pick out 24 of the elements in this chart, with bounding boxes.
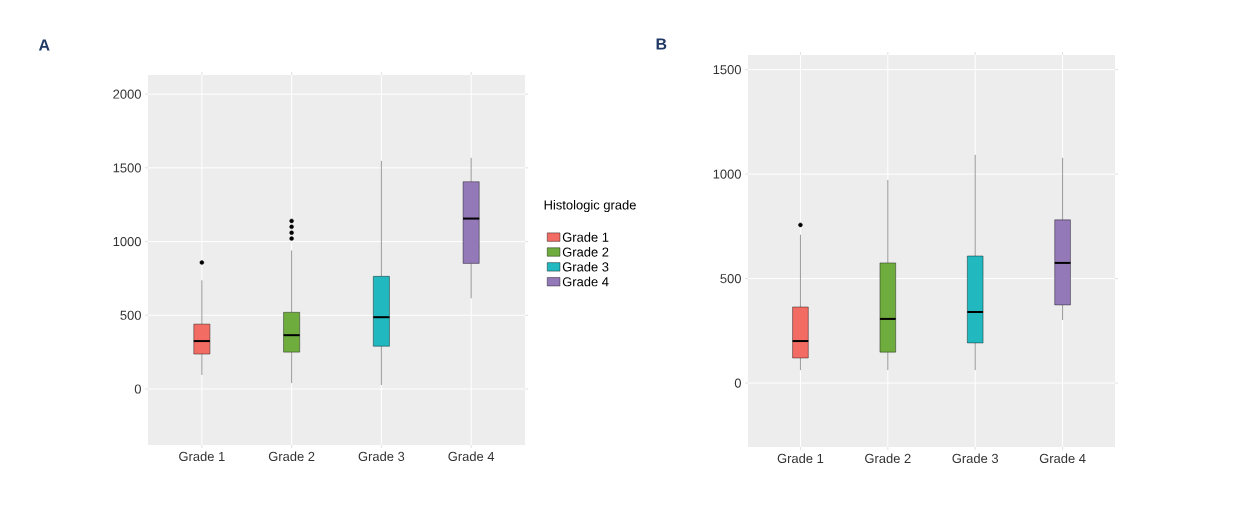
x-tick-label: Grade 2 (268, 451, 315, 462)
y-tick-label: 1000 (113, 236, 141, 247)
y-tick-label: 500 (720, 273, 741, 284)
y-tick-label: 2000 (113, 89, 141, 99)
legend-label: Grade 2 (562, 247, 609, 257)
x-tick-label: Grade 4 (448, 451, 495, 462)
x-tick-label: Grade 1 (777, 453, 824, 464)
y-tick-label: 1000 (713, 169, 741, 179)
y-tick-label: 500 (120, 310, 141, 320)
x-tick-label: Grade 4 (1039, 453, 1086, 464)
x-tick-label: Grade 2 (865, 453, 911, 464)
x-tick-label: Grade 3 (952, 453, 999, 464)
legend-label: Grade 4 (562, 276, 609, 287)
legend-title: Histologic grade (544, 200, 636, 213)
y-tick-label: 1500 (113, 163, 141, 173)
x-tick-label: Grade 3 (358, 451, 405, 462)
x-tick-label: Grade 1 (179, 451, 225, 462)
y-tick-label: 0 (734, 378, 741, 388)
y-tick-label: 0 (134, 384, 141, 394)
text: A (38, 39, 50, 51)
legend-label: Grade 1 (562, 232, 609, 242)
text: B (656, 38, 667, 50)
y-tick-label: 1500 (713, 65, 741, 75)
legend-label: Grade 3 (562, 261, 609, 272)
